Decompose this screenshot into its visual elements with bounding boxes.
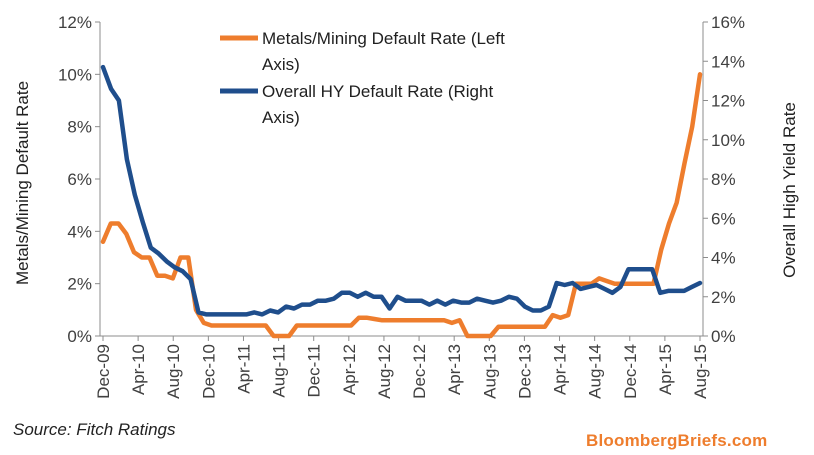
legend-label-hy-line1: Overall HY Default Rate (Right (262, 82, 493, 101)
right-tick-label: 10% (711, 131, 745, 150)
x-tick-label: Aug-15 (691, 344, 710, 399)
series-layer (100, 64, 703, 339)
x-tick-label: Aug-14 (586, 344, 605, 399)
legend-label-hy-line2: Axis) (262, 108, 300, 127)
left-tick-label: 10% (58, 65, 92, 84)
x-tick-label: Dec-13 (515, 344, 534, 399)
legend-label-metals-line2: Axis) (262, 55, 300, 74)
left-tick-label: 8% (67, 118, 92, 137)
right-tick-label: 2% (711, 288, 736, 307)
x-tick-label: Dec-09 (94, 344, 113, 399)
x-tick-label: Dec-12 (410, 344, 429, 399)
series-line-overall-hy (100, 64, 703, 317)
x-tick-label: Apr-10 (129, 344, 148, 395)
axes (99, 22, 704, 337)
left-axis-ticks: 0% 2% 4% 6% 8% 10% 12% (58, 13, 100, 346)
x-tick-label: Apr-11 (234, 344, 253, 394)
x-axis-ticks: Dec-09 Apr-10 Aug-10 Dec-10 Apr-11 Aug-11 Dec-… (94, 336, 710, 399)
right-tick-label: 12% (711, 92, 745, 111)
right-tick-label: 4% (711, 249, 736, 268)
right-tick-label: 16% (711, 13, 745, 32)
right-axis-ticks: 0% 2% 4% 6% 8% 10% 12% 14% 16% (703, 13, 745, 346)
right-tick-label: 8% (711, 170, 736, 189)
right-axis-title: Overall High Yield Rate (780, 102, 799, 278)
right-tick-label: 0% (711, 327, 736, 346)
x-tick-label: Dec-10 (199, 344, 218, 399)
left-tick-label: 4% (67, 222, 92, 241)
series-line-metals-mining (100, 72, 703, 339)
x-tick-label: Dec-11 (305, 344, 324, 398)
x-tick-label: Aug-12 (375, 344, 394, 399)
x-tick-label: Aug-13 (480, 344, 499, 399)
left-axis-title: Metals/Mining Default Rate (13, 81, 32, 285)
left-tick-label: 0% (67, 327, 92, 346)
source-note: Source: Fitch Ratings (13, 420, 176, 439)
left-tick-label: 6% (67, 170, 92, 189)
right-tick-label: 6% (711, 209, 736, 228)
x-tick-label: Aug-10 (164, 344, 183, 399)
x-tick-label: Apr-13 (445, 344, 464, 395)
legend-label-metals-line1: Metals/Mining Default Rate (Left (262, 29, 505, 48)
brand-logo-text: BloombergBriefs.com (586, 431, 768, 450)
x-tick-label: Apr-14 (551, 344, 570, 395)
x-tick-label: Apr-15 (656, 344, 675, 395)
legend: Metals/Mining Default Rate (Left Axis) O… (220, 29, 505, 127)
x-tick-label: Aug-11 (270, 344, 289, 398)
left-tick-label: 12% (58, 13, 92, 32)
x-tick-label: Apr-12 (340, 344, 359, 395)
x-tick-label: Dec-14 (621, 344, 640, 399)
right-tick-label: 14% (711, 52, 745, 71)
left-tick-label: 2% (67, 275, 92, 294)
